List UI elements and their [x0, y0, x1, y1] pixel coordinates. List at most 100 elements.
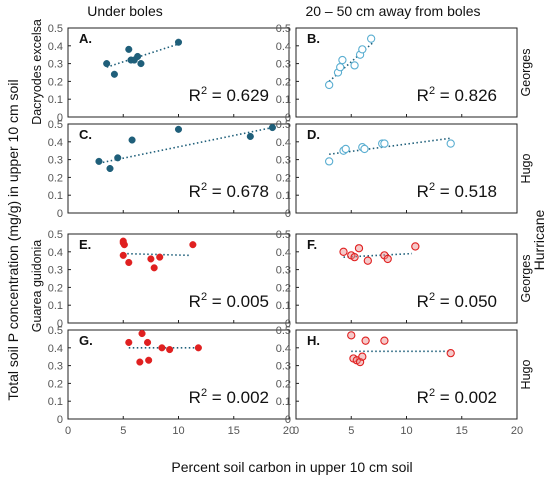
- data-point: [147, 255, 155, 263]
- r-squared-base: R: [189, 388, 201, 407]
- data-point: [134, 52, 142, 61]
- y-tick-label: 0.3: [276, 59, 291, 71]
- r-squared-exponent: 2: [201, 181, 207, 193]
- trend-line: [343, 252, 413, 258]
- data-point: [383, 254, 392, 264]
- y-tick-label: 0: [57, 112, 63, 124]
- data-point: [350, 252, 359, 262]
- data-point: [358, 352, 367, 361]
- data-point: [366, 34, 376, 43]
- y-tick-label: 0.3: [276, 265, 291, 277]
- y-tick-label: 0.3: [48, 59, 63, 71]
- panel-h: 0 0.1 0.2 0.3 0.4 0.5 0 5 10 15 20 H. R2 = 0.002 Hugo: [276, 325, 533, 437]
- r-squared-label: R2 = 0.050: [417, 291, 497, 311]
- panel-label: G.: [79, 333, 93, 348]
- trend-line: [329, 137, 451, 156]
- r-squared-label: R2 = 0.678: [189, 181, 269, 201]
- y-tick-label: 0.1: [276, 190, 291, 202]
- y-tick-label: 0.2: [48, 76, 63, 88]
- panel-f: 0 0.1 0.2 0.3 0.4 0.5 F. R2 = 0.050 Georges: [276, 229, 533, 330]
- data-point: [120, 241, 128, 249]
- y-tick-label: 0.2: [276, 282, 291, 294]
- data-point: [358, 45, 367, 54]
- data-point: [144, 338, 152, 347]
- x-tick-label: 0: [65, 425, 71, 437]
- r-squared-label: R2 = 0.629: [189, 85, 269, 105]
- y-tick-label: 0.2: [276, 76, 291, 88]
- r-squared-value: = 0.629: [207, 86, 269, 105]
- y-tick-label: 0.1: [276, 396, 291, 408]
- r-squared-base: R: [189, 292, 201, 311]
- x-tick-label: 0: [293, 425, 299, 437]
- data-point: [194, 344, 202, 352]
- y-tick-label: 0.2: [276, 172, 291, 184]
- y-tick-label: 0.5: [48, 23, 63, 35]
- y-tick-label: 0.1: [48, 396, 63, 408]
- hurricane-name-label: Georges: [519, 49, 533, 97]
- r-squared-label: R2 = 0.002: [417, 387, 497, 407]
- y-tick-label: 0: [285, 112, 291, 124]
- data-point: [341, 144, 350, 154]
- panel-g: 00.10.20.30.40.50 5 10 15 20G.R2 = 0.002: [48, 325, 295, 437]
- y-tick-label: 0: [57, 414, 63, 426]
- data-point: [166, 346, 174, 354]
- data-point: [350, 61, 359, 70]
- r-squared-base: R: [417, 388, 429, 407]
- x-axis-title: Percent soil carbon in upper 10 cm soil: [171, 459, 412, 475]
- data-point: [380, 336, 389, 345]
- y-tick-label: 0.4: [276, 41, 291, 53]
- y-tick-label: 0.2: [48, 172, 63, 184]
- data-point: [110, 70, 118, 78]
- data-point: [268, 124, 276, 132]
- r-squared-value: = 0.518: [435, 182, 497, 201]
- r-squared-exponent: 2: [429, 387, 435, 399]
- y-tick-label: 0.1: [48, 190, 63, 202]
- data-point: [137, 60, 145, 68]
- y-tick-label: 0: [57, 318, 63, 330]
- data-point: [114, 154, 122, 162]
- r-squared-base: R: [417, 292, 429, 311]
- y-tick-label: 0: [285, 414, 291, 426]
- column-title-away-from-boles: 20 – 50 cm away from boles: [305, 3, 480, 19]
- r-squared-base: R: [189, 182, 201, 201]
- r-squared-exponent: 2: [201, 85, 207, 97]
- y-tick-label: 0.5: [276, 229, 291, 241]
- column-title-under-boles: Under boles: [87, 3, 163, 19]
- data-point: [158, 344, 166, 352]
- y-tick-label: 0: [285, 208, 291, 220]
- r-squared-value: = 0.826: [435, 86, 497, 105]
- y-tick-label: 0.4: [276, 343, 291, 355]
- r-squared-value: = 0.678: [207, 182, 269, 201]
- r-squared-exponent: 2: [429, 85, 435, 97]
- r-squared-value: = 0.050: [435, 292, 497, 311]
- panel-c: 0 0.1 0.2 0.3 0.4 0.5 C. R2 = 0.678: [48, 119, 290, 220]
- data-point: [95, 157, 103, 165]
- y-tick-label: 0.4: [48, 137, 63, 149]
- y-tick-label: 0.3: [276, 361, 291, 373]
- y-tick-label: 0.2: [48, 282, 63, 294]
- y-tick-label: 0.4: [276, 247, 291, 259]
- data-point: [361, 336, 370, 345]
- x-tick-label: 5: [348, 425, 354, 437]
- y-tick-label: 0.3: [48, 361, 63, 373]
- data-point: [324, 157, 334, 166]
- r-squared-label: R2 = 0.518: [417, 181, 497, 201]
- panel-b: 0 0.1 0.2 0.3 0.4 0.5 B. R2 = 0.826 Georges: [276, 23, 533, 124]
- r-squared-exponent: 2: [429, 181, 435, 193]
- y-tick-label: 0.4: [48, 247, 63, 259]
- y-tick-label: 0.3: [48, 265, 63, 277]
- panel-a: 0 0.1 0.2 0.3 0.4 0.5 A. R2 = 0.629: [48, 23, 290, 124]
- y-tick-label: 0.5: [276, 119, 291, 131]
- data-point: [360, 144, 369, 154]
- hurricane-name-label: Hugo: [519, 154, 533, 184]
- hurricane-name-label: Hugo: [519, 360, 533, 390]
- y-tick-label: 0.3: [48, 155, 63, 167]
- trend-line: [98, 126, 273, 164]
- trend-line: [123, 252, 190, 257]
- r-squared-label: R2 = 0.826: [417, 85, 497, 105]
- data-point: [128, 136, 136, 144]
- data-point: [106, 164, 114, 173]
- y-tick-label: 0: [57, 208, 63, 220]
- data-point: [446, 139, 455, 148]
- x-tick-label: 20: [511, 425, 523, 437]
